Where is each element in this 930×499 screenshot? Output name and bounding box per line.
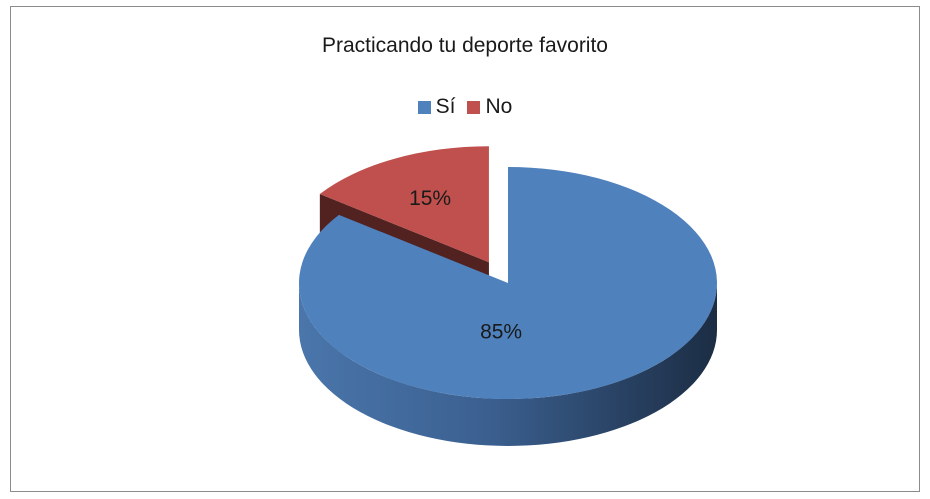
legend-item-si: Sí: [417, 95, 456, 119]
legend-label-no: No: [485, 95, 513, 118]
legend-swatch-no: [467, 100, 481, 114]
slice-side-si: [299, 283, 717, 446]
chart-title: Practicando tu deporte favorito: [321, 34, 608, 57]
legend-item-no: No: [467, 95, 512, 119]
data-label-no: 15%: [409, 187, 451, 210]
slice-top-si: [299, 167, 717, 400]
slice-top-no: [319, 146, 489, 263]
legend-label-si: Sí: [435, 95, 456, 118]
slice-si: 85%: [299, 167, 717, 446]
legend: Sí No: [11, 95, 919, 119]
data-label-si: 85%: [480, 321, 522, 344]
legend-swatch-si: [417, 100, 431, 114]
